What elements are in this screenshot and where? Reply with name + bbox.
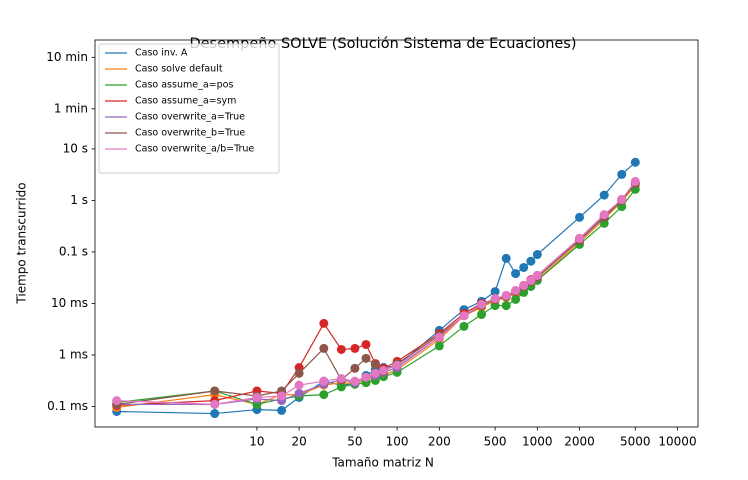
data-point — [630, 176, 640, 186]
data-point — [575, 212, 585, 222]
data-point — [319, 390, 329, 400]
y-tick-label: 1 s — [70, 193, 88, 207]
data-point — [210, 409, 220, 419]
data-point — [526, 256, 536, 266]
legend-label: Caso assume_a=sym — [135, 96, 236, 107]
x-tick-label: 10 — [249, 435, 264, 449]
legend-label: Caso assume_a=pos — [135, 80, 233, 91]
x-tick-label: 20 — [291, 435, 306, 449]
y-tick-label: 0.1 s — [59, 244, 88, 258]
plot-area — [94, 39, 699, 428]
data-point — [361, 339, 371, 349]
y-tick-label: 10 min — [46, 50, 88, 64]
data-point — [210, 386, 220, 396]
legend-label: Caso inv. A — [135, 48, 188, 59]
data-point — [519, 262, 529, 272]
legend-label: Caso overwrite_b=True — [135, 128, 245, 139]
legend-label: Caso solve default — [135, 64, 223, 75]
data-point — [336, 344, 346, 354]
data-point — [361, 372, 371, 382]
y-tick-label: 0.1 ms — [47, 399, 88, 413]
x-tick-label: 500 — [484, 435, 507, 449]
data-point — [519, 280, 529, 290]
data-point — [294, 380, 304, 390]
data-point — [252, 392, 262, 402]
data-point — [319, 343, 329, 353]
x-tick-label: 1000 — [522, 435, 553, 449]
data-point — [350, 376, 360, 386]
data-point — [319, 318, 329, 328]
data-point — [575, 233, 585, 243]
data-point — [336, 373, 346, 383]
data-point — [361, 353, 371, 363]
y-tick-label: 10 s — [63, 141, 88, 155]
data-point — [370, 360, 380, 370]
x-tick-label: 100 — [386, 435, 409, 449]
x-tick-label: 5000 — [620, 435, 651, 449]
data-point — [434, 341, 444, 351]
data-point — [434, 332, 444, 342]
data-point — [112, 396, 122, 406]
data-point — [294, 368, 304, 378]
data-point — [379, 365, 389, 375]
data-point — [526, 275, 536, 285]
data-point — [617, 195, 627, 205]
x-tick-label: 10000 — [658, 435, 696, 449]
data-point — [490, 301, 500, 311]
data-point — [501, 290, 511, 300]
legend-label: Caso overwrite_a=True — [135, 112, 245, 123]
legend: Caso inv. A Caso solve default Caso assume… — [98, 43, 280, 174]
data-point — [277, 405, 287, 415]
data-point — [336, 382, 346, 392]
data-point — [319, 376, 329, 386]
y-axis-label: Tiempo transcurrido — [15, 182, 29, 304]
data-point — [350, 363, 360, 373]
data-point — [511, 269, 521, 279]
data-point — [477, 299, 487, 309]
data-point — [599, 210, 609, 220]
data-point — [350, 343, 360, 353]
data-point — [459, 321, 469, 331]
y-tick-label: 10 ms — [51, 296, 88, 310]
x-axis-label: Tamaño matriz N — [331, 456, 434, 470]
data-point — [477, 310, 487, 320]
data-point — [501, 301, 511, 311]
data-point — [277, 391, 287, 401]
data-point — [511, 285, 521, 295]
data-point — [532, 250, 542, 260]
data-point — [392, 360, 402, 370]
data-point — [490, 287, 500, 297]
legend-label: Caso overwrite_a/b=True — [135, 144, 254, 155]
data-point — [511, 294, 521, 304]
data-point — [370, 368, 380, 378]
legend-box — [98, 43, 280, 174]
data-point — [630, 157, 640, 167]
x-tick-label: 2000 — [564, 435, 595, 449]
y-tick-label: 1 min — [54, 101, 88, 115]
x-tick-label: 200 — [428, 435, 451, 449]
data-point — [532, 270, 542, 280]
y-tick-label: 1 ms — [59, 347, 88, 361]
data-point — [294, 388, 304, 398]
data-point — [501, 253, 511, 263]
data-point — [599, 190, 609, 200]
data-point — [210, 399, 220, 409]
x-tick-label: 50 — [347, 435, 362, 449]
data-point — [617, 169, 627, 179]
data-point — [490, 293, 500, 303]
data-point — [459, 311, 469, 321]
